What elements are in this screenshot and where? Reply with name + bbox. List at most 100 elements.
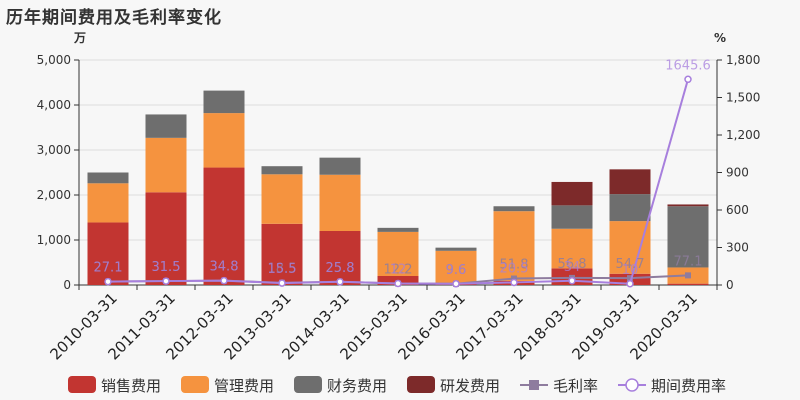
line-point: [162, 277, 170, 285]
data-label: 25.8: [326, 261, 355, 276]
data-label: 18.5: [268, 262, 297, 277]
bar-segment: [203, 90, 245, 114]
legend-swatch: [181, 376, 209, 393]
legend-swatch: [529, 380, 539, 390]
bar-segment: [203, 167, 245, 285]
right-axis-unit: %: [714, 31, 726, 45]
line-point: [394, 279, 402, 288]
legend-label: 毛利率: [553, 377, 598, 395]
bar-segment: [551, 228, 593, 269]
legend-swatch: [68, 376, 96, 393]
bar-segment: [87, 172, 129, 184]
legend-label: 财务费用: [327, 377, 387, 395]
right-tick-label: 1,500: [726, 91, 760, 105]
data-label: 34.8: [210, 260, 239, 275]
left-tick-label: 2,000: [37, 188, 71, 202]
data-label: 25.8: [326, 261, 355, 276]
data-label: 56.8: [558, 257, 587, 272]
left-tick-label: 4,000: [37, 98, 71, 112]
legend-swatch: [294, 376, 322, 393]
data-label: 9.6: [446, 263, 467, 278]
line-point: [627, 275, 633, 282]
right-tick-label: 0: [726, 278, 734, 292]
data-label: 34.8: [210, 260, 239, 275]
line-point: [452, 280, 460, 288]
legend-label: 期间费用率: [651, 377, 726, 395]
bar-segment: [87, 222, 129, 285]
bar-segment: [551, 205, 593, 229]
bar-segment: [145, 192, 187, 285]
bar-segment: [551, 181, 593, 206]
legend-swatch: [625, 378, 639, 392]
chart-title: 历年期间费用及毛利率变化: [6, 8, 222, 28]
line-point: [104, 277, 112, 286]
bar-segment: [609, 169, 651, 195]
legend-label: 研发费用: [440, 377, 500, 395]
data-label: 20.5: [500, 261, 529, 276]
left-tick-label: 3,000: [37, 143, 71, 157]
bar-segment: [435, 250, 477, 284]
right-tick-label: 300: [726, 241, 749, 255]
right-tick-label: 900: [726, 166, 749, 180]
bar-segment: [145, 137, 187, 193]
left-tick-label: 0: [63, 278, 71, 292]
line-point: [510, 278, 518, 287]
line-point: [685, 272, 691, 279]
bar-segment: [261, 166, 303, 175]
bar-segment: [319, 231, 361, 285]
bar-segment: [667, 206, 709, 268]
data-labels: 27.1 31.5 34.8 18.5 25.8 12.2 9.6 51.8 56.8 54.7 7…: [94, 58, 711, 277]
data-label: 1645.6: [665, 58, 711, 73]
left-tick-label: 5,000: [37, 53, 71, 67]
line-point: [626, 280, 634, 288]
data-label: 10: [622, 263, 639, 278]
bar-segment: [667, 204, 709, 207]
data-label: 15.5: [268, 262, 297, 277]
left-tick-label: 1,000: [37, 233, 71, 247]
left-axis-unit: 万: [73, 31, 86, 45]
line-point: [684, 75, 692, 84]
data-label: 31.5: [152, 260, 181, 275]
data-label: 31.5: [152, 260, 181, 275]
lines: [104, 75, 692, 288]
bar-segment: [609, 221, 651, 274]
legend-label: 管理费用: [214, 377, 274, 395]
bar-segment: [435, 247, 477, 251]
data-label: 9.6: [446, 263, 467, 278]
legend: 销售费用 管理费用 财务费用 研发费用 毛利率 期间费用率: [68, 376, 726, 395]
data-label: 54.7: [616, 257, 645, 272]
right-tick-label: 600: [726, 203, 749, 217]
bar-segment: [87, 183, 129, 223]
legend-label: 销售费用: [101, 377, 161, 395]
bar-segment: [319, 174, 361, 231]
bar-segment: [261, 223, 303, 285]
right-tick-label: 1,200: [726, 128, 760, 142]
bars: [87, 90, 709, 285]
data-label: 27.1: [94, 261, 123, 276]
line-point: [278, 279, 286, 287]
legend-swatch: [407, 376, 435, 393]
bar-segment: [145, 114, 187, 138]
line-point: [568, 277, 576, 285]
line-point: [336, 278, 344, 286]
right-tick-label: 1,800: [726, 53, 760, 67]
bar-segment: [667, 283, 709, 285]
bar-segment: [319, 157, 361, 175]
axes: 0 1,000 2,000 3,000 4,000 5,000 0 300 600 900 1,20…: [37, 31, 761, 363]
bar-segment: [261, 174, 303, 224]
bar-segment: [609, 194, 651, 222]
line-point: [511, 275, 517, 282]
bar-segment: [203, 113, 245, 168]
data-label: 51.8: [500, 258, 529, 273]
data-label: 12: [390, 262, 407, 277]
data-label: 34: [564, 260, 581, 275]
data-label: 77.1: [674, 254, 703, 269]
data-label: 12.2: [384, 262, 413, 277]
bar-segment: [377, 227, 419, 232]
bar-segment: [493, 211, 535, 281]
bar-segment: [493, 206, 535, 212]
line-point: [220, 276, 228, 285]
data-label: 27.1: [94, 261, 123, 276]
bar-segment: [377, 231, 419, 276]
